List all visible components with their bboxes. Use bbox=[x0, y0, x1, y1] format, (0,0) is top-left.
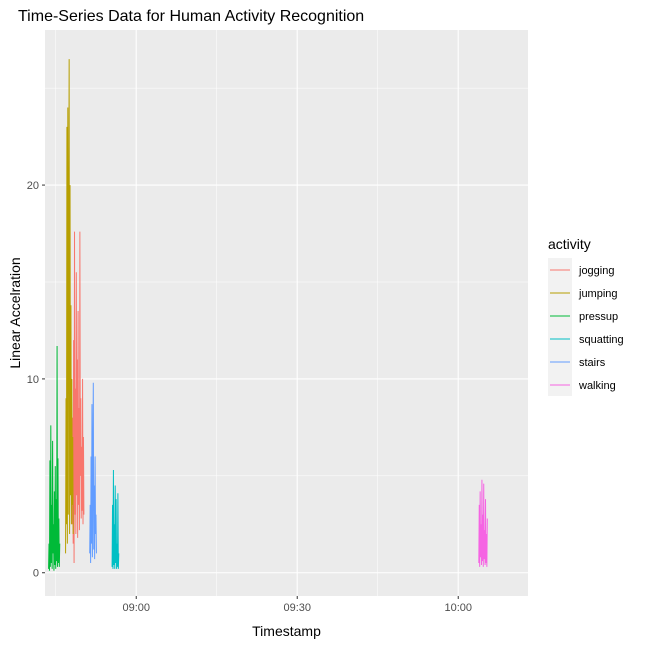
series-layer bbox=[48, 59, 488, 571]
legend-label-pressup: pressup bbox=[579, 311, 618, 323]
series-line-jogging bbox=[71, 231, 85, 564]
legend-label-walking: walking bbox=[578, 380, 616, 392]
legend: activity jogging jumping pressup squatting s… bbox=[548, 236, 624, 396]
legend-label-jogging: jogging bbox=[578, 265, 614, 277]
series-line-pressup bbox=[48, 345, 61, 571]
legend-label-squatting: squatting bbox=[579, 334, 624, 346]
y-tick-label: 0 bbox=[33, 568, 39, 580]
x-axis-title: Timestamp bbox=[252, 623, 321, 639]
x-axis: 09:00 09:30 10:00 bbox=[122, 596, 472, 614]
series-line-jumping bbox=[65, 59, 74, 554]
y-tick-label: 10 bbox=[27, 374, 39, 386]
y-axis-title: Linear Accelration bbox=[7, 257, 23, 368]
y-axis: 0 10 20 bbox=[27, 180, 45, 580]
plot-panel bbox=[45, 30, 528, 596]
legend-key-background bbox=[548, 258, 572, 396]
series-line-stairs bbox=[89, 382, 97, 564]
legend-title: activity bbox=[548, 236, 591, 252]
chart-title: Time-Series Data for Human Activity Reco… bbox=[18, 8, 364, 25]
legend-label-jumping: jumping bbox=[578, 288, 618, 300]
series-line-squatting bbox=[111, 470, 120, 569]
minor-gridlines bbox=[45, 30, 528, 596]
legend-label-stairs: stairs bbox=[579, 357, 606, 369]
x-tick-label: 10:00 bbox=[444, 602, 472, 614]
x-tick-label: 09:30 bbox=[283, 602, 311, 614]
y-tick-label: 20 bbox=[27, 180, 39, 192]
series-line-walking bbox=[478, 479, 488, 567]
major-gridlines bbox=[45, 30, 528, 596]
x-tick-label: 09:00 bbox=[122, 602, 150, 614]
